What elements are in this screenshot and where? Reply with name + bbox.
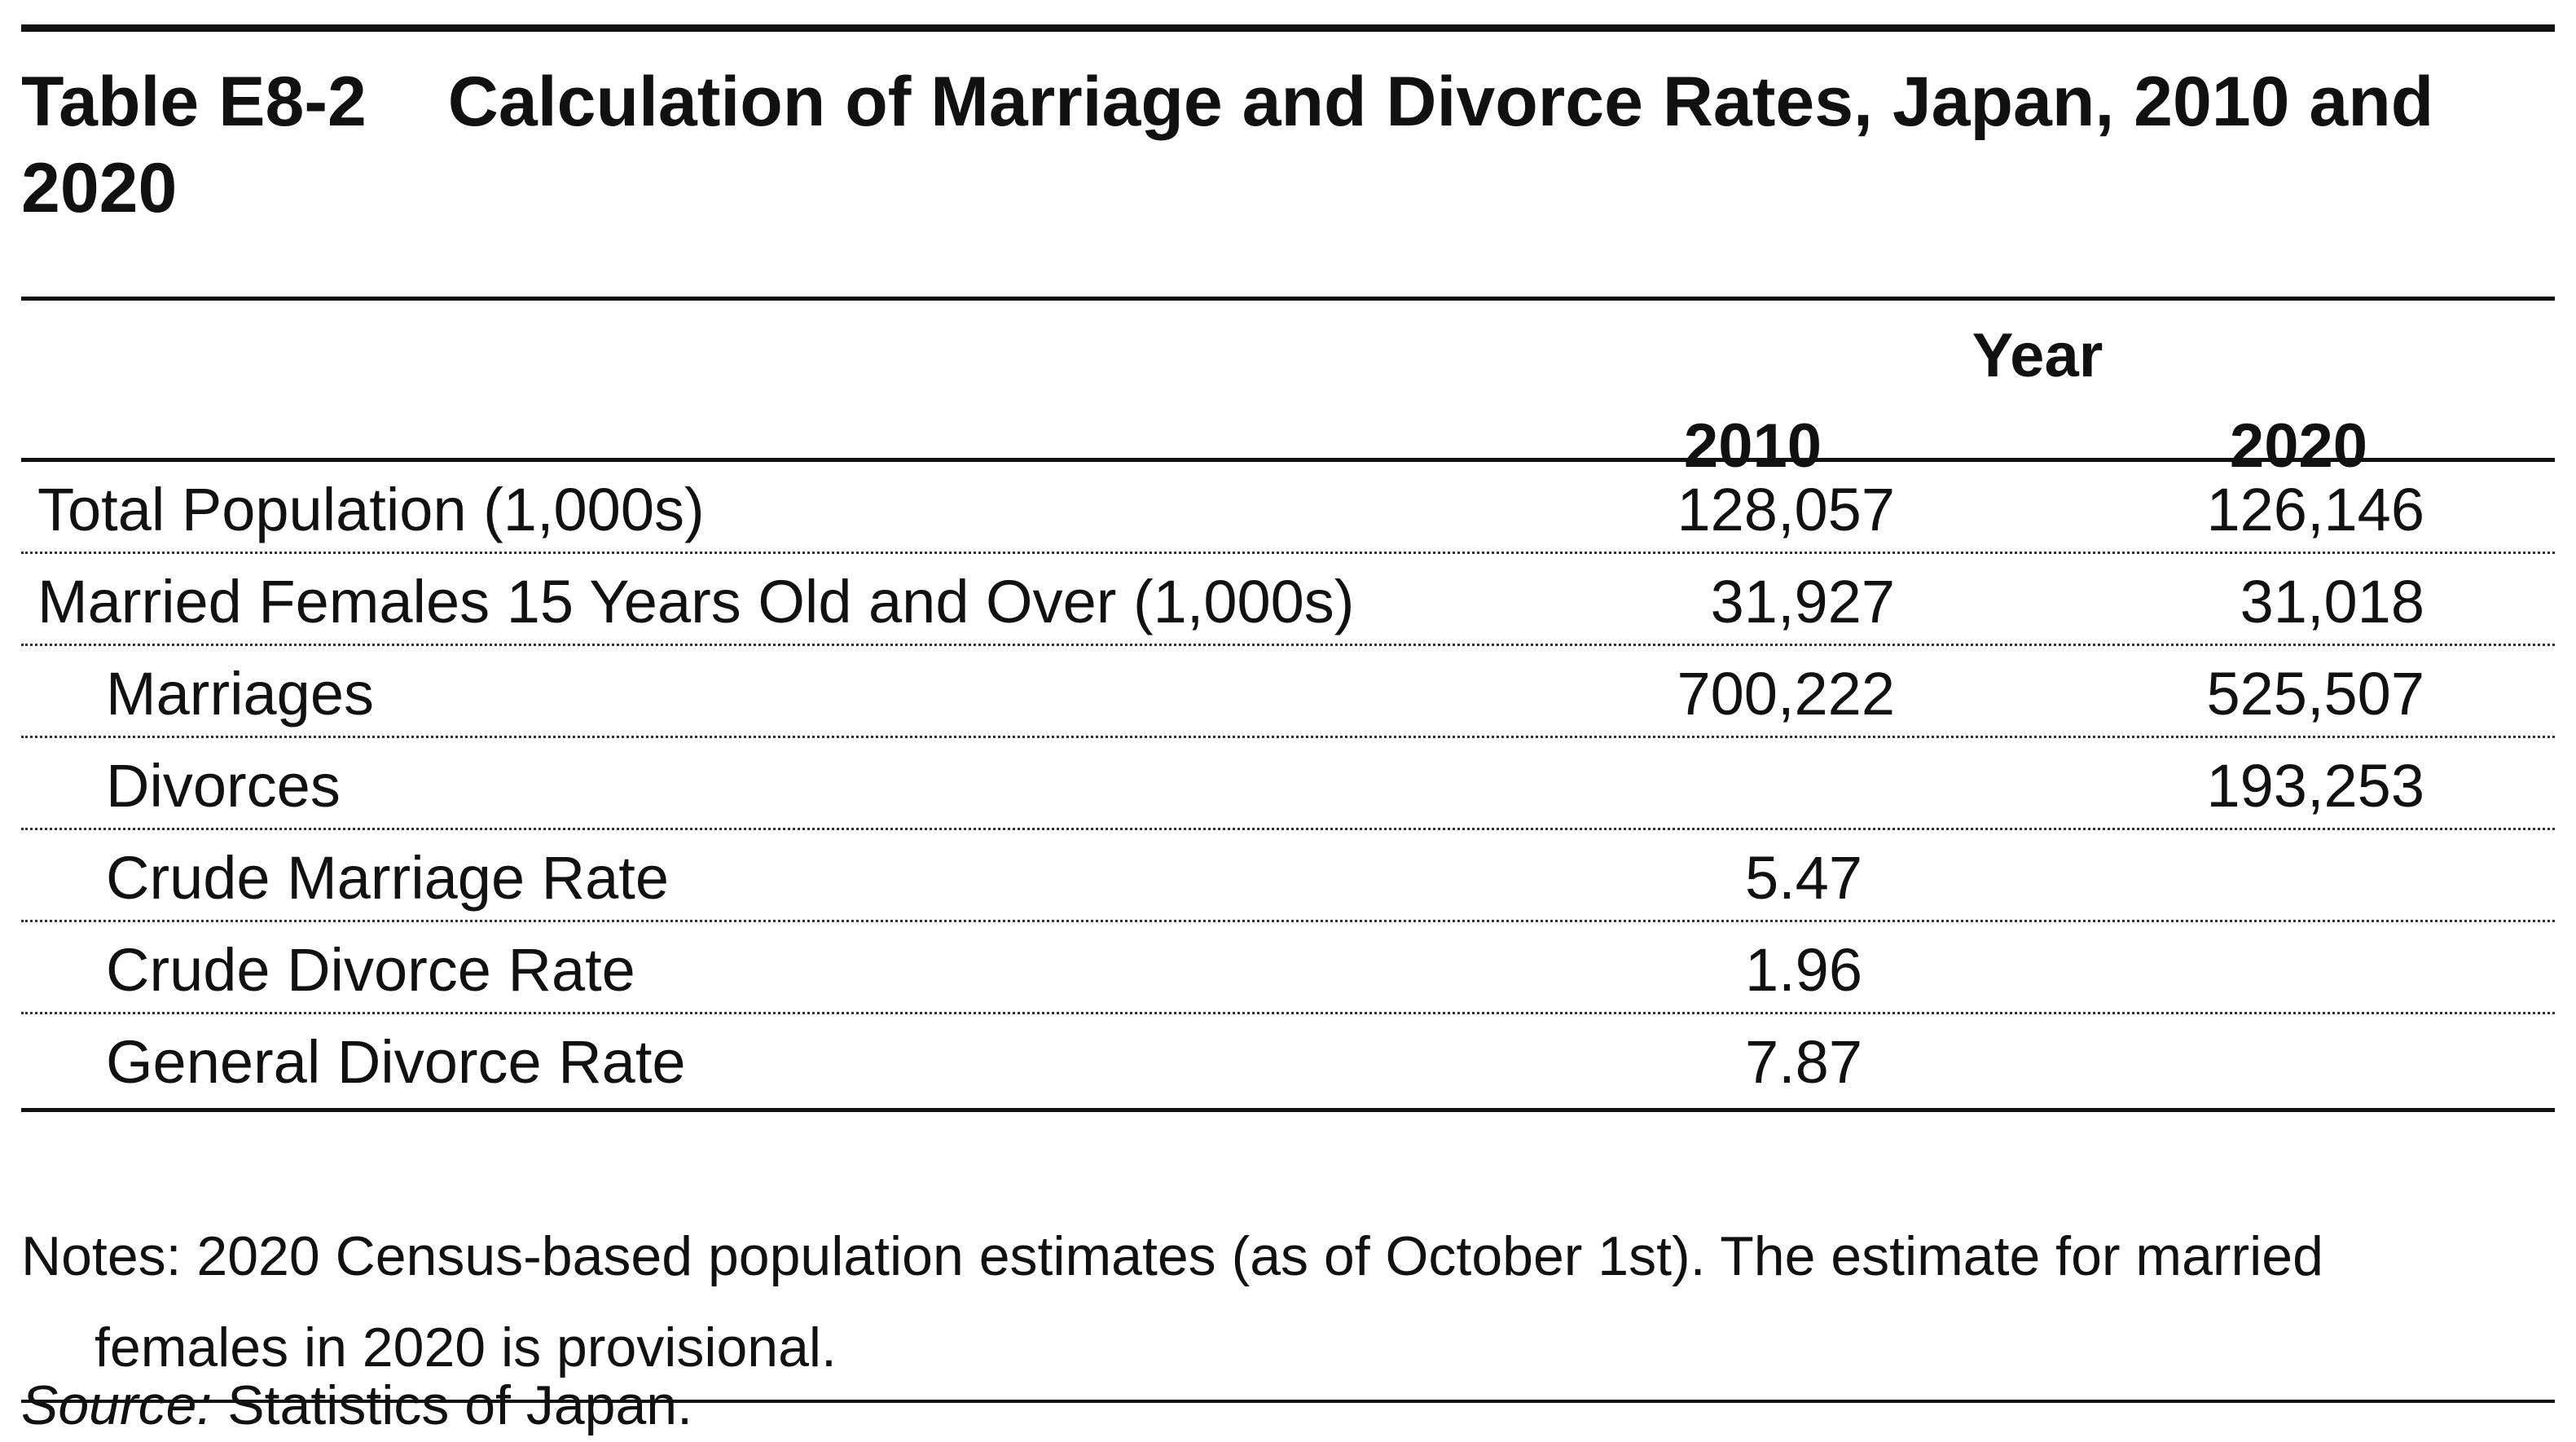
table-row: Married Females 15 Years Old and Over (1… (21, 554, 2555, 646)
cell-2020: 31,018 (2240, 568, 2424, 635)
cell-2010: 1.96 (1744, 936, 1862, 1004)
table-caption: Calculation of Marriage and Divorce Rate… (21, 63, 2434, 227)
table-row: General Divorce Rate 7.87 (21, 1014, 2555, 1106)
row-label: Marriages (106, 660, 374, 728)
table-number: Table E8-2 (21, 63, 367, 141)
cell-2010: 5.47 (1744, 844, 1862, 912)
table-row: Total Population (1,000s) 128,057 126,14… (21, 462, 2555, 554)
table-title: Table E8-2 Calculation of Marriage and Di… (21, 59, 2530, 231)
cell-2020: 525,507 (2206, 660, 2425, 728)
cell-2010: 700,222 (1677, 660, 1896, 728)
table-row: Divorces 193,253 (21, 738, 2555, 830)
cell-2010: 128,057 (1677, 476, 1896, 543)
row-label: Crude Divorce Rate (106, 936, 635, 1004)
row-label: Total Population (1,000s) (37, 476, 705, 543)
row-label: Crude Marriage Rate (106, 844, 669, 912)
table-document: Table E8-2 Calculation of Marriage and Di… (21, 24, 2555, 1436)
cell-2020: 126,146 (2206, 476, 2425, 543)
top-rule (21, 24, 2555, 32)
column-header-2010: 2010 (1683, 411, 1822, 481)
year-spanner-header: Year (1972, 321, 2103, 390)
table-row: Crude Marriage Rate 5.47 (21, 830, 2555, 922)
row-label: Married Females 15 Years Old and Over (1… (37, 568, 1355, 635)
source-text: Statistics of Japan. (212, 1374, 692, 1436)
cell-2010: 31,927 (1710, 568, 1895, 635)
table-bottom-rule (21, 1108, 2555, 1112)
bottom-rule (21, 1400, 2555, 1403)
header-bottom-rule (21, 458, 2555, 462)
header-top-rule (21, 297, 2555, 301)
table-row: Marriages 700,222 525,507 (21, 646, 2555, 738)
row-label: Divorces (106, 752, 341, 820)
cell-2020: 193,253 (2206, 752, 2425, 820)
row-label: General Divorce Rate (106, 1028, 686, 1096)
source-label: Source: (21, 1374, 213, 1436)
table-row: Crude Divorce Rate 1.96 (21, 922, 2555, 1014)
cell-2010: 7.87 (1744, 1028, 1862, 1096)
table-source: Source: Statistics of Japan. (21, 1369, 692, 1442)
table-body: Total Population (1,000s) 128,057 126,14… (21, 462, 2555, 1106)
column-header-2020: 2020 (2229, 411, 2367, 481)
table-notes: Notes: 2020 Census-based population esti… (21, 1225, 2323, 1378)
